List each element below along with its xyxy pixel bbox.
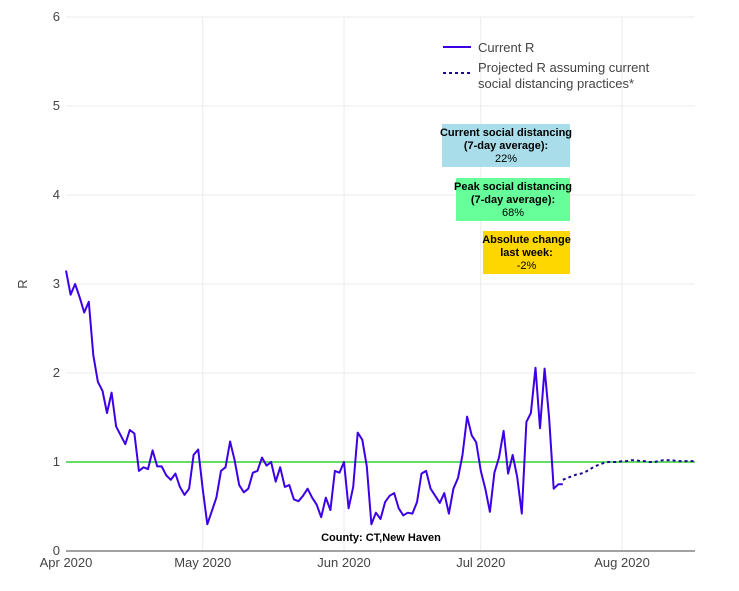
y-tick-label: 6 — [53, 9, 60, 24]
x-tick-label: Jul 2020 — [456, 555, 505, 570]
annotation-value: 22% — [495, 153, 517, 165]
y-tick-label: 4 — [53, 187, 60, 202]
y-axis-title: R — [15, 279, 30, 288]
y-tick-label: 5 — [53, 98, 60, 113]
annotation-subtitle: last week: — [500, 247, 553, 259]
gridlines — [66, 16, 695, 552]
y-tick-labels: 0 1 2 3 4 5 6 — [53, 9, 60, 558]
annotation-title: Peak social distancing — [454, 181, 572, 193]
legend[interactable]: Current R Projected R assuming current soc… — [443, 40, 650, 91]
x-tick-labels: Apr 2020 May 2020 Jun 2020 Jul 2020 Aug 2020 — [40, 555, 650, 570]
legend-label-current-r: Current R — [478, 40, 534, 55]
annotation-boxes: Current social distancing(7-day average)… — [440, 124, 572, 274]
y-tick-label: 3 — [53, 276, 60, 291]
annotation-box — [442, 124, 570, 167]
y-tick-label: 1 — [53, 454, 60, 469]
county-label: County: CT,New Haven — [321, 532, 441, 544]
y-tick-label: 0 — [53, 543, 60, 558]
projected-r-line — [562, 459, 695, 481]
series-group — [65, 270, 695, 526]
x-tick-label: Apr 2020 — [40, 555, 93, 570]
current-r-line — [65, 270, 563, 526]
annotation-subtitle: (7-day average): — [471, 194, 555, 206]
annotation-box — [483, 231, 570, 274]
annotation-subtitle: (7-day average): — [464, 140, 548, 152]
x-tick-label: Aug 2020 — [594, 555, 650, 570]
annotation-value: -2% — [517, 260, 537, 272]
annotation-title: Current social distancing — [440, 127, 572, 139]
x-tick-label: Jun 2020 — [317, 555, 371, 570]
x-tick-label: May 2020 — [174, 555, 231, 570]
annotation-title: Absolute change — [482, 234, 571, 246]
annotation-value: 68% — [502, 207, 524, 219]
annotation-box — [456, 178, 570, 221]
legend-label-projected-r: Projected R assuming current social dista… — [478, 60, 650, 91]
y-tick-label: 2 — [53, 365, 60, 380]
